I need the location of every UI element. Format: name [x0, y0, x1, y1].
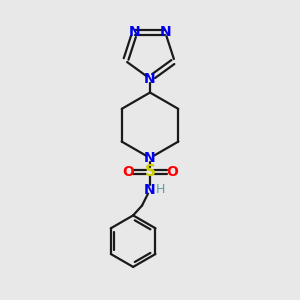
Text: H: H — [156, 183, 166, 196]
Text: N: N — [129, 25, 141, 39]
Text: N: N — [159, 25, 171, 39]
Text: N: N — [144, 72, 156, 86]
Text: O: O — [166, 165, 178, 179]
Text: N: N — [144, 151, 156, 165]
Text: N: N — [144, 183, 156, 196]
Text: O: O — [122, 165, 134, 179]
Text: S: S — [145, 164, 155, 179]
